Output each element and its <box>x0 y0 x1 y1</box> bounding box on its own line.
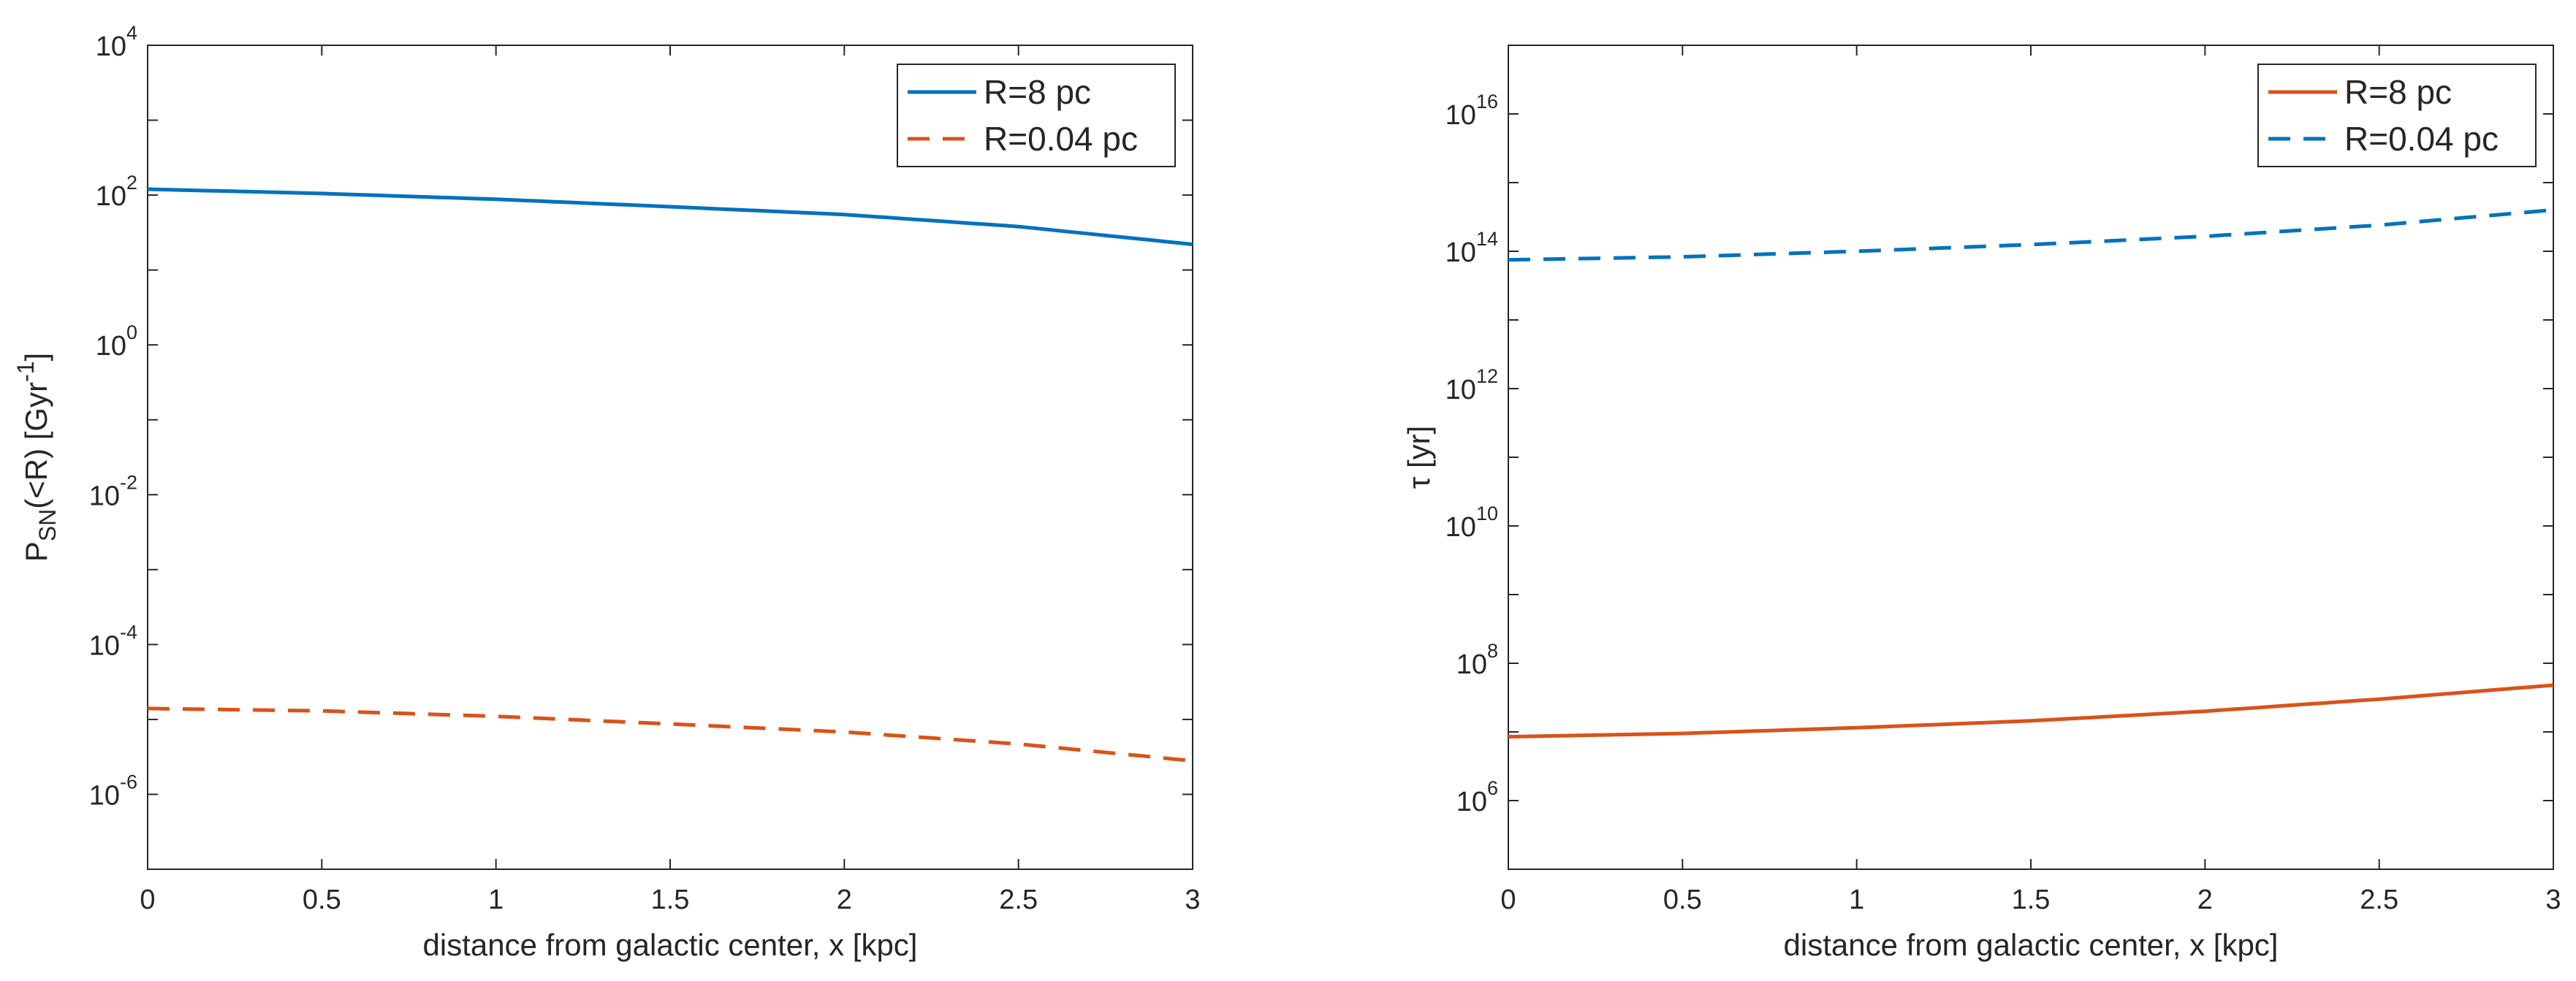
legend: R=8 pc R=0.04 pc <box>897 64 1176 167</box>
y-tick-label: 106 <box>1456 777 1498 817</box>
x-tick-label: 3 <box>2545 885 2561 915</box>
y-tick-label: 1010 <box>1445 503 1498 543</box>
x-tick-label: 0.5 <box>1663 885 1702 915</box>
legend-entry-2: R=0.04 pc <box>984 120 1138 158</box>
y-tick-label: 104 <box>96 22 137 62</box>
series-line-2 <box>1508 207 2554 262</box>
x-tick-label: 1 <box>488 885 504 915</box>
x-tick-label: 1 <box>1849 885 1864 915</box>
y-tick-label: 1012 <box>1445 365 1498 405</box>
y-tick-label: 10-2 <box>89 471 137 511</box>
x-tick-label: 2 <box>2197 885 2213 915</box>
x-tick-label: 1.5 <box>2012 885 2051 915</box>
series-line-1 <box>1508 683 2554 739</box>
series-line-2 <box>147 706 1193 763</box>
x-axis-label: distance from galactic center, x [kpc] <box>423 928 918 962</box>
x-tick-label: 2 <box>837 885 852 915</box>
y-tick-label: 102 <box>96 172 137 212</box>
legend-entry-2: R=0.04 pc <box>2344 120 2499 158</box>
x-tick-label: 3 <box>1185 885 1200 915</box>
y-tick-label: 1014 <box>1445 228 1498 268</box>
series-line-1 <box>147 187 1193 246</box>
y-tick-label: 10-6 <box>89 771 137 811</box>
chart-panel-left: 0 0.5 1 1.5 2 2.5 3 104 102 100 10-2 10-4 10-6 distan… <box>12 22 1201 962</box>
legend-entry-1: R=8 pc <box>984 73 1091 111</box>
y-axis-label: PSN(<R) [Gyr-1] <box>12 353 61 562</box>
y-tick-label: 100 <box>96 321 137 362</box>
legend-box <box>2257 64 2537 167</box>
x-tick-label: 1.5 <box>651 885 690 915</box>
y-axis-label: τ [yr] <box>1402 426 1436 489</box>
chart-panel-right: 0 0.5 1 1.5 2 2.5 3 1016 1014 1012 1010 108 106 dista… <box>1402 45 2561 962</box>
plot-area-frame <box>1508 45 2554 870</box>
x-tick-label: 0 <box>1500 885 1516 915</box>
legend-box <box>897 64 1176 167</box>
x-tick-label: 0 <box>140 885 155 915</box>
y-tick-label: 10-4 <box>89 621 137 661</box>
y-tick-label: 1016 <box>1445 91 1498 131</box>
x-tick-label: 2.5 <box>999 885 1038 915</box>
legend: R=8 pc R=0.04 pc <box>2257 64 2537 167</box>
y-tick-label: 108 <box>1456 640 1498 680</box>
x-axis-label: distance from galactic center, x [kpc] <box>1784 928 2279 962</box>
x-tick-label: 2.5 <box>2360 885 2398 915</box>
x-tick-label: 0.5 <box>303 885 341 915</box>
legend-entry-1: R=8 pc <box>2344 73 2452 111</box>
